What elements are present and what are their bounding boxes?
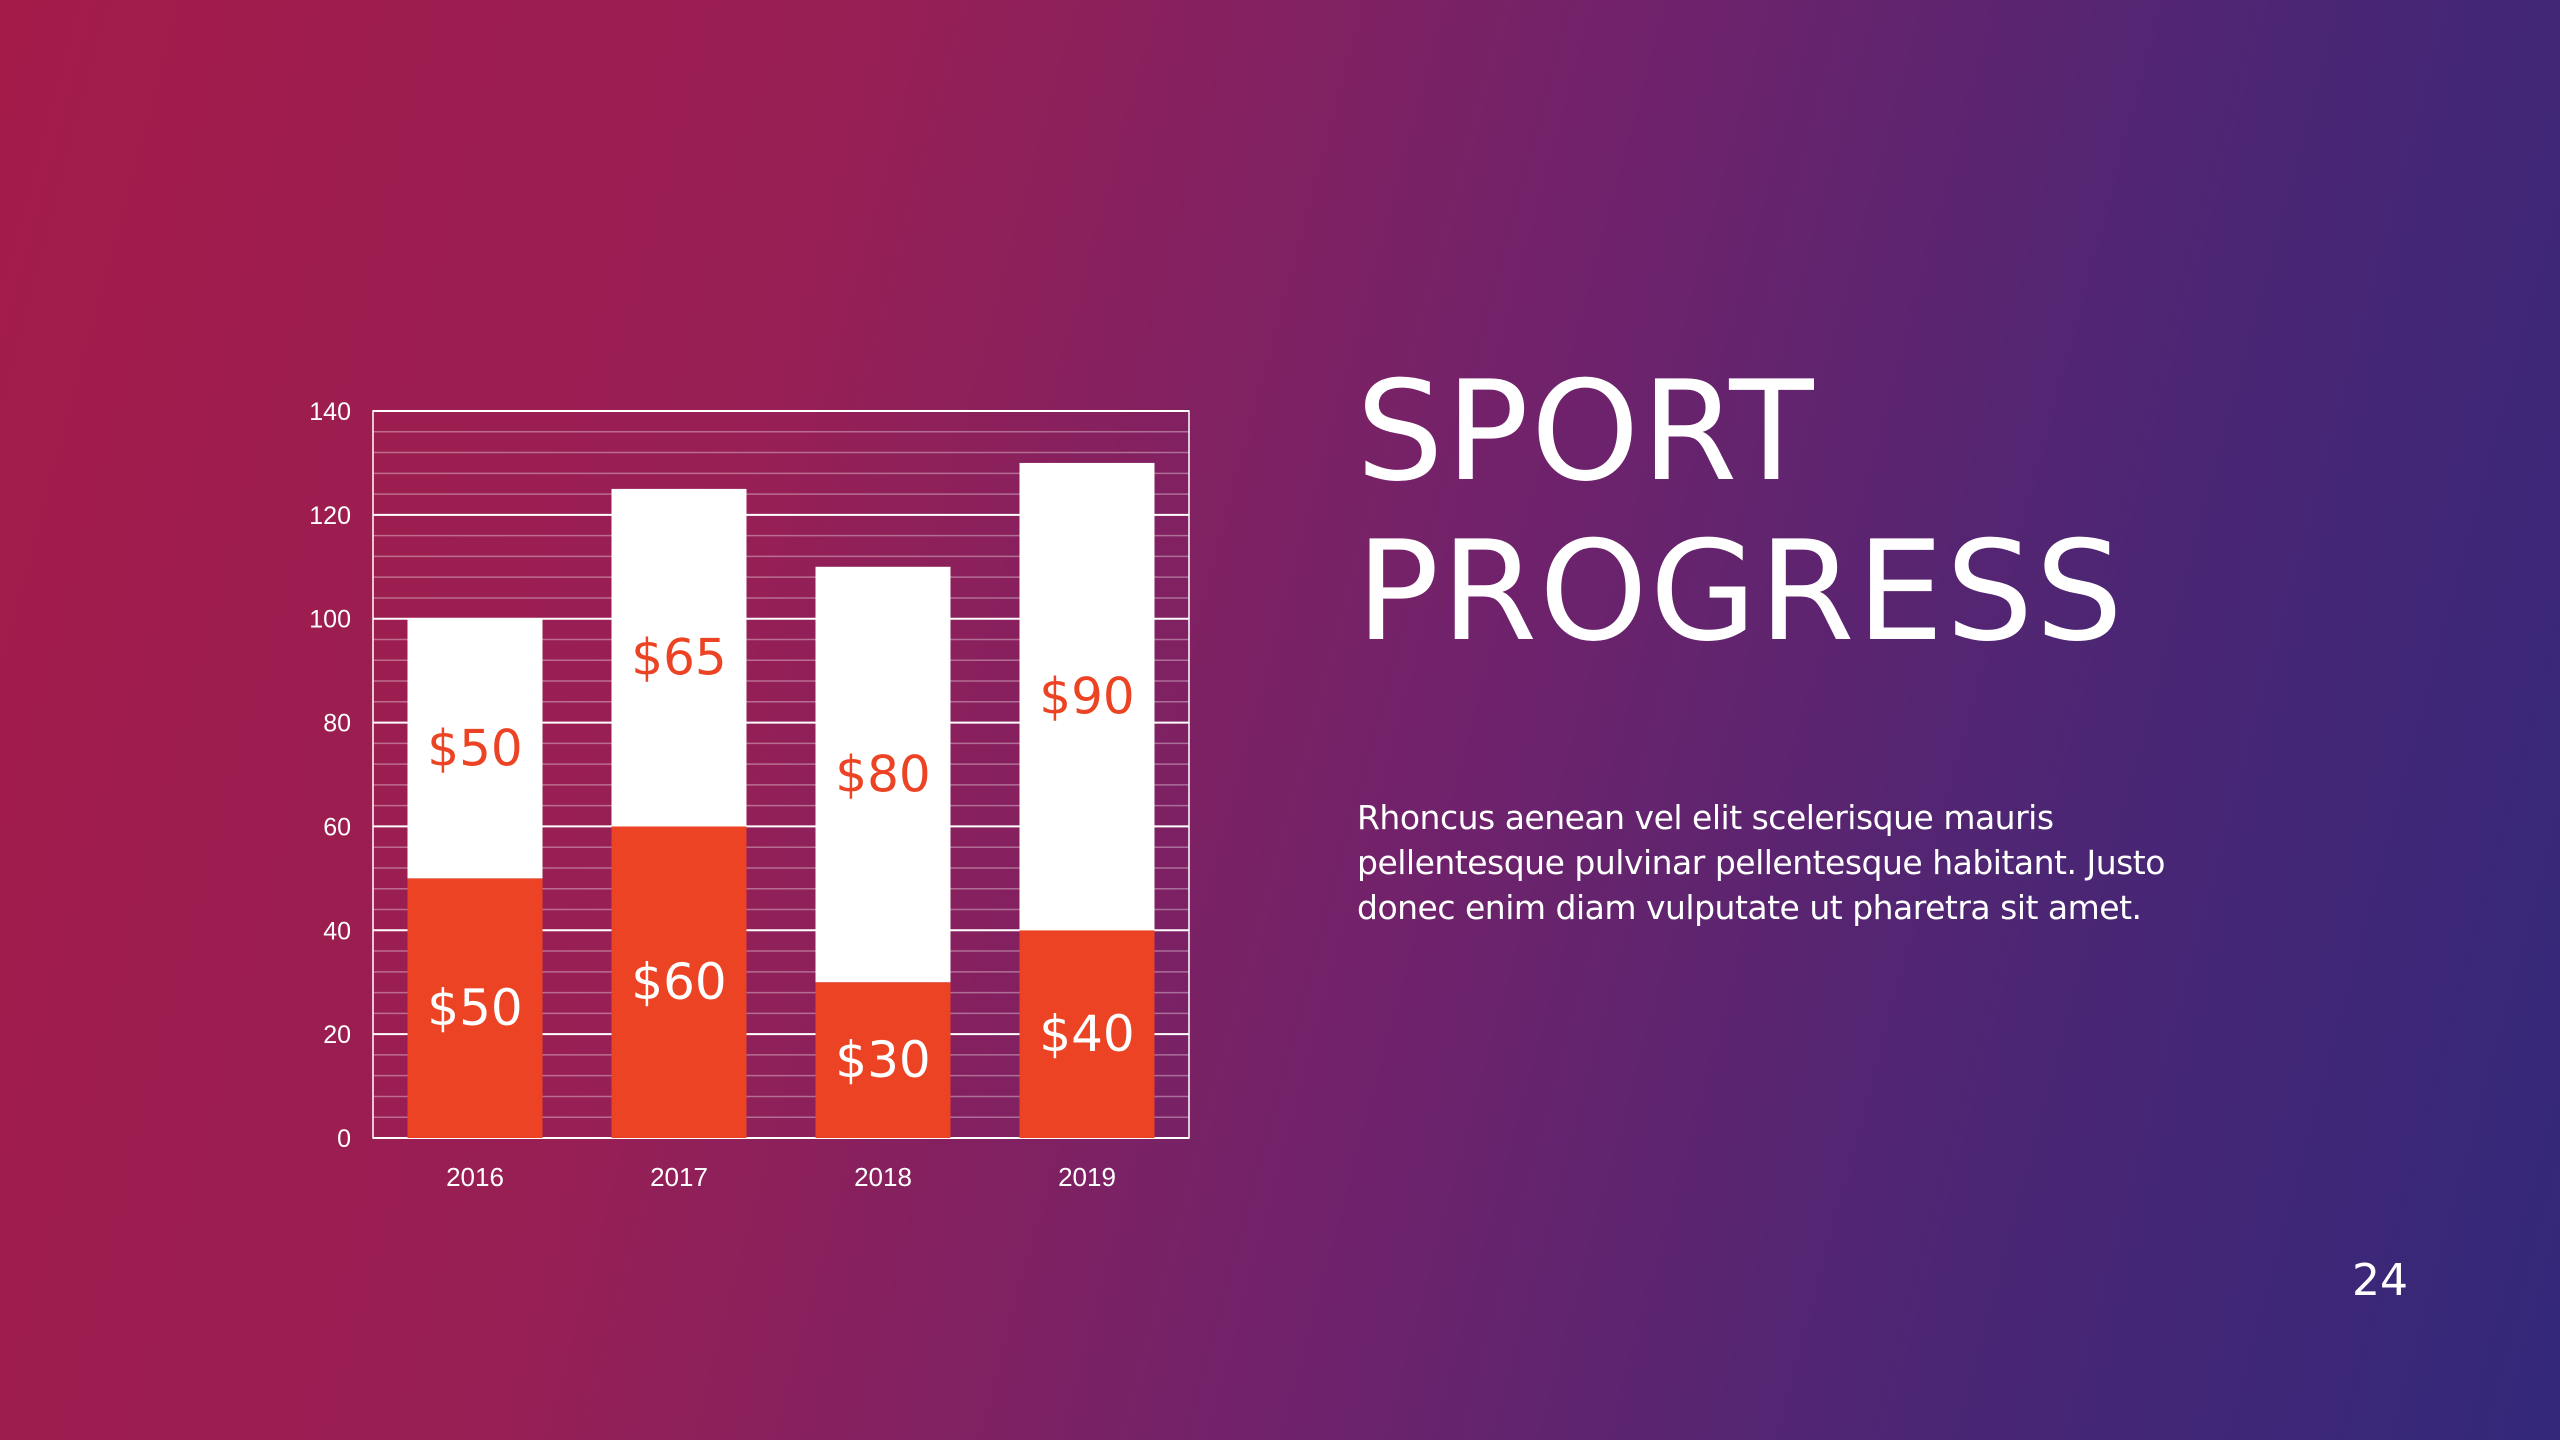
- bar-bottom-2019: [1019, 930, 1155, 1138]
- body-paragraph: Rhoncus aenean vel elit scelerisque maur…: [1357, 798, 2165, 927]
- bar-top-2016: [407, 618, 543, 879]
- bar-bottom-2017: [611, 826, 747, 1138]
- plot-frame: [372, 410, 1190, 1139]
- x-tick-label: 2016: [446, 1162, 504, 1192]
- y-tick-label: 0: [337, 1125, 351, 1153]
- data-label: $40: [1039, 1005, 1134, 1063]
- y-tick-label: 140: [309, 398, 351, 426]
- x-tick-label: 2017: [650, 1162, 708, 1192]
- y-tick-label: 80: [323, 710, 351, 738]
- bar-bottom-2016: [407, 878, 543, 1138]
- y-tick-label: 20: [323, 1021, 351, 1049]
- bar-top-2018: [815, 566, 951, 983]
- bar-top-2019: [1019, 462, 1155, 931]
- title-line-1: SPORT: [1356, 351, 1816, 512]
- data-label: $30: [835, 1031, 930, 1089]
- bar-bottom-2018: [815, 982, 951, 1138]
- slide-title: SPORT PROGRESS: [1356, 352, 2125, 672]
- y-tick-label: 60: [323, 813, 351, 841]
- x-tick-label: 2018: [854, 1162, 912, 1192]
- y-tick-label: 100: [309, 606, 351, 634]
- title-line-2: PROGRESS: [1356, 511, 2125, 672]
- data-label: $60: [631, 953, 726, 1011]
- data-label: $50: [427, 720, 522, 778]
- y-tick-label: 40: [323, 917, 351, 945]
- y-tick-label: 120: [309, 502, 351, 530]
- page-number: 24: [2352, 1255, 2408, 1306]
- x-tick-label: 2019: [1058, 1162, 1116, 1192]
- data-label: $50: [427, 979, 522, 1037]
- data-label: $65: [631, 629, 726, 687]
- data-label: $90: [1039, 668, 1134, 726]
- data-label: $80: [835, 746, 930, 804]
- bar-top-2017: [611, 488, 747, 827]
